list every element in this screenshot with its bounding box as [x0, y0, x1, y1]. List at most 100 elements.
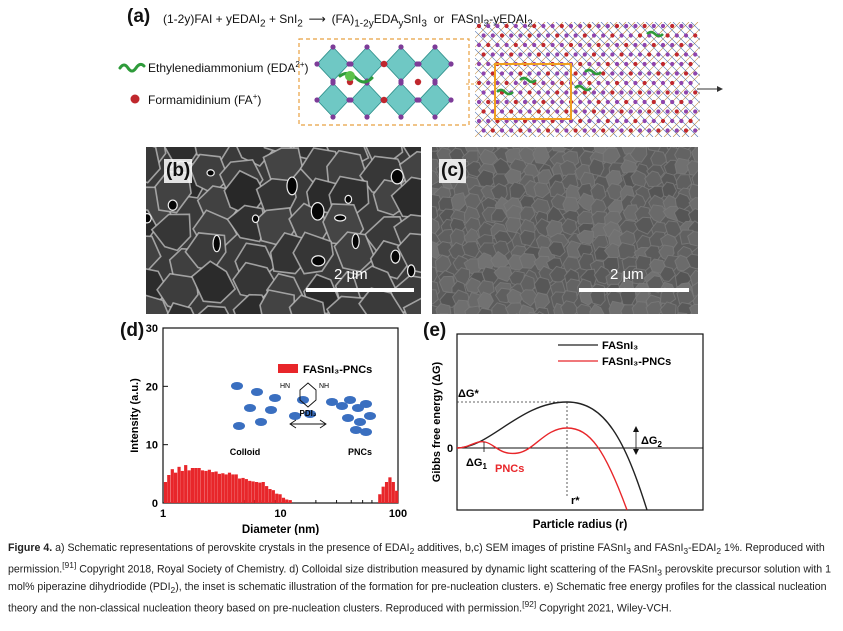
lattice-atom: [587, 61, 592, 67]
inset-colloid-label: Colloid: [230, 447, 261, 457]
lattice-line: [475, 22, 537, 84]
lattice-atom: [481, 71, 486, 76]
d-bar: [184, 465, 188, 503]
lattice-atom: [504, 80, 509, 86]
sem-grain: [659, 265, 677, 283]
fa-cation: [414, 78, 422, 86]
lattice-atom: [564, 128, 569, 133]
sem-grain: [631, 301, 651, 314]
lattice-atom: [679, 23, 684, 29]
lattice-atom: [582, 52, 587, 57]
pnc-particle: [326, 398, 338, 406]
d-ytick-label: 10: [146, 440, 158, 452]
lattice-atom: [486, 23, 491, 29]
lattice-atom: [670, 23, 675, 29]
lattice-atom: [587, 99, 592, 105]
lattice-line: [672, 109, 700, 137]
lattice-atom: [633, 42, 638, 48]
lattice-atom: [545, 128, 551, 133]
lattice-line: [573, 22, 690, 137]
lattice-atom: [518, 33, 523, 38]
lattice-atom: [499, 128, 505, 133]
d-bar: [288, 500, 292, 503]
lattice-atom: [582, 128, 587, 133]
panel-b-label: (b): [164, 159, 193, 183]
pnc-particle: [344, 396, 356, 404]
sem-grain: [435, 303, 452, 314]
colloid-particle: [269, 394, 281, 402]
lattice-atom: [605, 99, 610, 105]
sem-grain: [509, 181, 527, 199]
lattice-line: [492, 22, 609, 137]
scale-bar-c: [579, 288, 689, 292]
lattice-line: [672, 22, 700, 50]
lattice-line: [475, 102, 510, 137]
d-bar: [258, 482, 262, 503]
sem-grain: [659, 301, 677, 314]
connector-line: [466, 83, 478, 85]
lattice-atom: [536, 109, 541, 114]
sem-grain: [333, 231, 376, 273]
lattice-line: [654, 91, 700, 137]
lattice-atom: [550, 99, 555, 105]
lattice-atom: [610, 71, 615, 76]
d-bar: [187, 470, 191, 503]
iodide-atom: [330, 114, 336, 120]
lattice-atom: [564, 90, 569, 95]
sem-grain: [677, 301, 694, 314]
lattice-atom: [541, 99, 546, 105]
eda-in-lattice: [574, 84, 592, 92]
eda-in-lattice: [496, 88, 514, 96]
lattice-atom: [674, 71, 679, 76]
lattice-atom: [550, 80, 555, 86]
scale-bar-label-b: 2 μm: [334, 266, 368, 283]
lattice-atom: [476, 42, 482, 48]
lattice-atom: [683, 128, 689, 133]
sem-grain: [634, 216, 655, 235]
lattice-atom: [610, 33, 615, 38]
lattice-line: [475, 22, 573, 120]
lattice-atom: [495, 42, 500, 48]
lattice-atom: [509, 109, 514, 114]
sem-grain: [461, 241, 481, 259]
sem-grain: [146, 294, 170, 314]
sem-pore: [251, 214, 260, 224]
e-zero-label: 0: [447, 443, 453, 455]
fa-cation: [380, 96, 388, 104]
lattice-line: [475, 22, 510, 57]
lattice-atom: [683, 52, 689, 57]
lattice-atom: [522, 99, 528, 105]
d-bar: [381, 486, 385, 503]
lattice-atom: [656, 71, 661, 76]
d-bar: [173, 472, 178, 503]
lattice-atom: [628, 71, 633, 76]
lattice-atom: [670, 118, 675, 124]
lattice-atom: [527, 109, 532, 114]
d-bar: [251, 481, 255, 503]
lattice-atom: [545, 52, 551, 57]
pnc-particle: [336, 402, 348, 410]
lattice-atom: [610, 109, 615, 114]
e-legend-2: FASnI₃-PNCs: [602, 356, 671, 368]
sem-grain: [691, 281, 698, 297]
lattice-atom: [518, 71, 523, 76]
lattice-atom: [679, 61, 684, 67]
sem-grain: [518, 304, 536, 314]
lattice-atom: [679, 99, 684, 105]
sem-pore: [146, 213, 152, 224]
sem-grain: [436, 241, 455, 258]
lattice-atom: [665, 90, 670, 95]
sem-grain: [560, 218, 578, 236]
colloid-particle: [304, 410, 316, 418]
sem-grain: [664, 220, 683, 238]
lattice-atom: [536, 33, 541, 38]
sem-grain: [491, 207, 508, 223]
lattice-atom: [499, 71, 505, 76]
lattice-atom: [683, 109, 689, 114]
iodide-atom: [330, 44, 336, 50]
lattice-line: [475, 84, 528, 137]
lattice-atom: [587, 80, 592, 86]
pdi2-ring-icon: [299, 382, 317, 408]
lattice-atom: [688, 42, 693, 48]
sem-grain: [236, 147, 276, 167]
